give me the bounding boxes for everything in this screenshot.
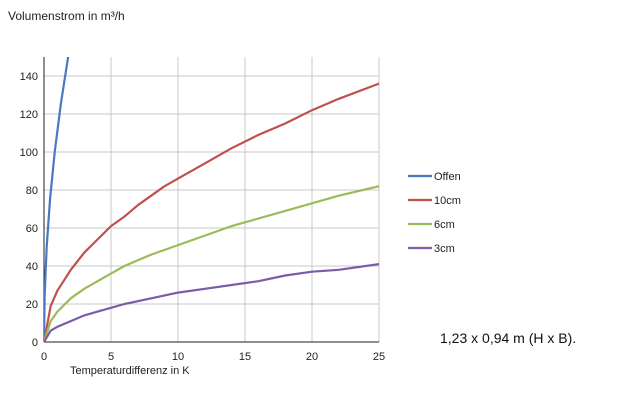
chart-title: Volumenstrom in m³/h bbox=[8, 9, 125, 23]
y-tick-label: 0 bbox=[32, 337, 38, 349]
legend: Offen 10cm 6cm 3cm bbox=[408, 171, 461, 255]
legend-label: 10cm bbox=[434, 195, 461, 207]
x-tick-label: 15 bbox=[239, 351, 251, 363]
series-layer bbox=[44, 57, 379, 342]
axis-layer: 0 20 40 60 80 100 120 140 0 5 10 15 20 25 bbox=[20, 57, 385, 363]
y-tick-label: 40 bbox=[26, 261, 38, 273]
y-tick-label: 20 bbox=[26, 299, 38, 311]
series-line-3cm bbox=[44, 263, 379, 342]
series-line-10cm bbox=[44, 82, 379, 342]
x-tick-label: 20 bbox=[306, 351, 318, 363]
x-tick-label: 25 bbox=[373, 351, 385, 363]
legend-label: Offen bbox=[434, 171, 461, 183]
x-tick-label: 0 bbox=[41, 351, 47, 363]
x-tick-label: 10 bbox=[172, 351, 184, 363]
grid-layer bbox=[44, 57, 380, 342]
y-tick-label: 60 bbox=[26, 223, 38, 235]
y-tick-label: 80 bbox=[26, 185, 38, 197]
legend-label: 6cm bbox=[434, 219, 455, 231]
size-caption: 1,23 x 0,94 m (H x B). bbox=[440, 330, 577, 346]
series-line-offen bbox=[44, 57, 70, 342]
y-tick-label: 140 bbox=[20, 71, 38, 83]
x-axis-title: Temperaturdifferenz in K bbox=[70, 365, 190, 377]
y-tick-label: 100 bbox=[20, 147, 38, 159]
y-tick-label: 120 bbox=[20, 109, 38, 121]
legend-label: 3cm bbox=[434, 243, 455, 255]
x-tick-label: 5 bbox=[108, 351, 114, 363]
series-line-6cm bbox=[44, 185, 379, 342]
